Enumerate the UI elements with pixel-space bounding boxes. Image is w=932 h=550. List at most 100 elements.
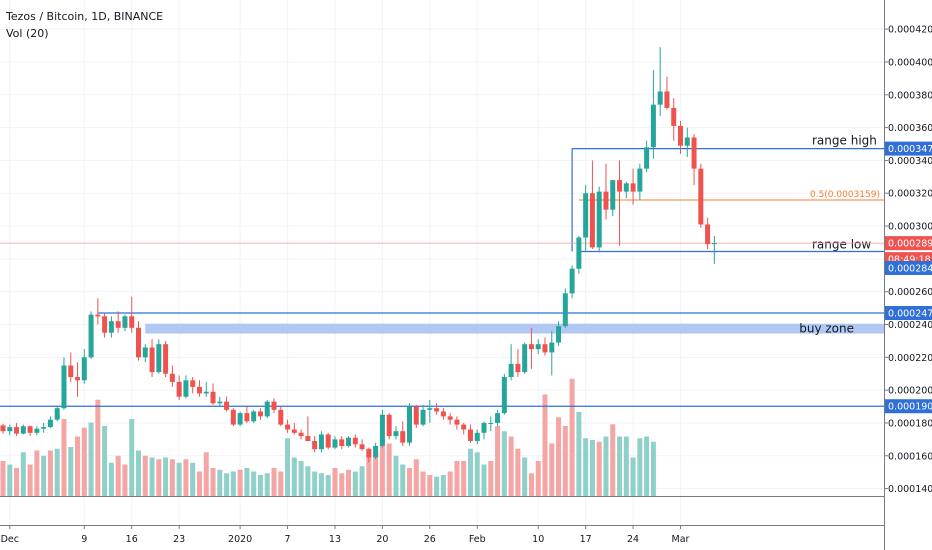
volume-bar — [136, 450, 141, 496]
candle-body — [508, 363, 514, 378]
candle-body — [400, 431, 406, 443]
volume-bar — [528, 473, 534, 496]
price-tag-countdown-text: 08:49:18 — [888, 255, 931, 266]
candle-body — [454, 419, 460, 425]
price-tag-buy-zone-box — [885, 306, 932, 321]
volume-bars — [0, 378, 656, 496]
candle-body — [115, 321, 121, 328]
candle-body — [650, 104, 656, 148]
volume-bar — [562, 426, 568, 496]
volume-bar — [461, 461, 467, 496]
candle-body — [136, 327, 141, 358]
volume-bar — [359, 466, 365, 496]
volume-bar — [41, 455, 47, 496]
volume-bar — [508, 436, 514, 496]
volume-bar — [156, 459, 162, 496]
candle-body — [183, 380, 189, 397]
candle-body — [264, 401, 270, 417]
candle-body — [142, 347, 148, 358]
candle-body — [210, 391, 216, 404]
candle-body — [447, 416, 453, 420]
volume-bar — [522, 457, 528, 496]
price-tag-support-text: 0.0001902 — [888, 402, 932, 413]
volume-bar — [474, 452, 480, 496]
candle-body — [434, 408, 440, 412]
time-tick-label: 9 — [81, 534, 87, 545]
volume-bar — [603, 436, 609, 496]
time-tick-label: 2020 — [228, 534, 252, 545]
candle-body — [0, 425, 6, 432]
candle-body — [88, 314, 94, 358]
candle-body — [705, 224, 711, 245]
price-tag-range-low: 0.0002845 — [885, 261, 932, 275]
candle-body — [291, 429, 297, 433]
volume-bar — [325, 475, 331, 496]
buy-zone-box — [145, 323, 884, 334]
price-tag-last-text: 0.0002896 — [888, 239, 932, 250]
candle-body — [196, 386, 202, 394]
volume-bar — [7, 464, 13, 496]
candle-body — [549, 342, 555, 353]
volume-bar — [14, 468, 20, 496]
volume-bar — [47, 450, 53, 496]
candle-body — [589, 193, 595, 248]
candle-body — [163, 344, 169, 374]
volume-bar — [400, 464, 406, 496]
volume-bar — [610, 424, 616, 496]
candle-body — [68, 365, 74, 378]
candle-body — [678, 125, 683, 146]
volume-bar — [224, 473, 230, 496]
volume-bar — [393, 455, 399, 496]
volume-bar — [237, 469, 243, 496]
volume-bar — [163, 457, 169, 496]
candle-body — [535, 344, 541, 350]
volume-bar — [196, 471, 202, 496]
candle-body — [122, 316, 128, 328]
volume-bar — [346, 469, 352, 496]
volume-bar — [637, 438, 643, 496]
range-high-label: range high — [812, 134, 877, 148]
volume-bar — [644, 436, 650, 496]
candle-body — [556, 326, 562, 343]
candle-body — [325, 434, 331, 448]
volume-bar — [108, 462, 114, 496]
candle-body — [27, 426, 33, 433]
candle-body — [41, 427, 47, 429]
candle-body — [461, 424, 467, 430]
volume-bar — [569, 378, 575, 496]
volume-bar — [129, 419, 135, 496]
candle-body — [285, 424, 291, 430]
candle-body — [623, 183, 629, 192]
candle-body — [474, 432, 480, 442]
volume-bar — [501, 431, 507, 496]
candle-body — [129, 316, 135, 328]
volume-bar — [650, 441, 656, 496]
volume-bar — [61, 419, 67, 496]
time-tick-label: 17 — [580, 534, 592, 545]
volume-bar — [617, 436, 623, 496]
candle-body — [562, 293, 568, 327]
volume-bar — [264, 473, 270, 496]
candle-body — [576, 237, 582, 269]
volume-bar — [542, 394, 548, 496]
volume-bar — [183, 459, 189, 496]
candle-body — [257, 411, 263, 417]
volume-bar — [312, 471, 318, 496]
volume-bar — [149, 457, 155, 496]
volume-bar — [169, 459, 175, 496]
volume-bar — [203, 452, 209, 496]
candle-body — [420, 409, 426, 425]
volume-bar — [305, 466, 311, 496]
candle-body — [495, 413, 501, 423]
time-tick-label: Feb — [469, 534, 486, 545]
fib-half-label: 0.5(0.0003159) — [810, 190, 880, 200]
volume-bar — [420, 471, 426, 496]
